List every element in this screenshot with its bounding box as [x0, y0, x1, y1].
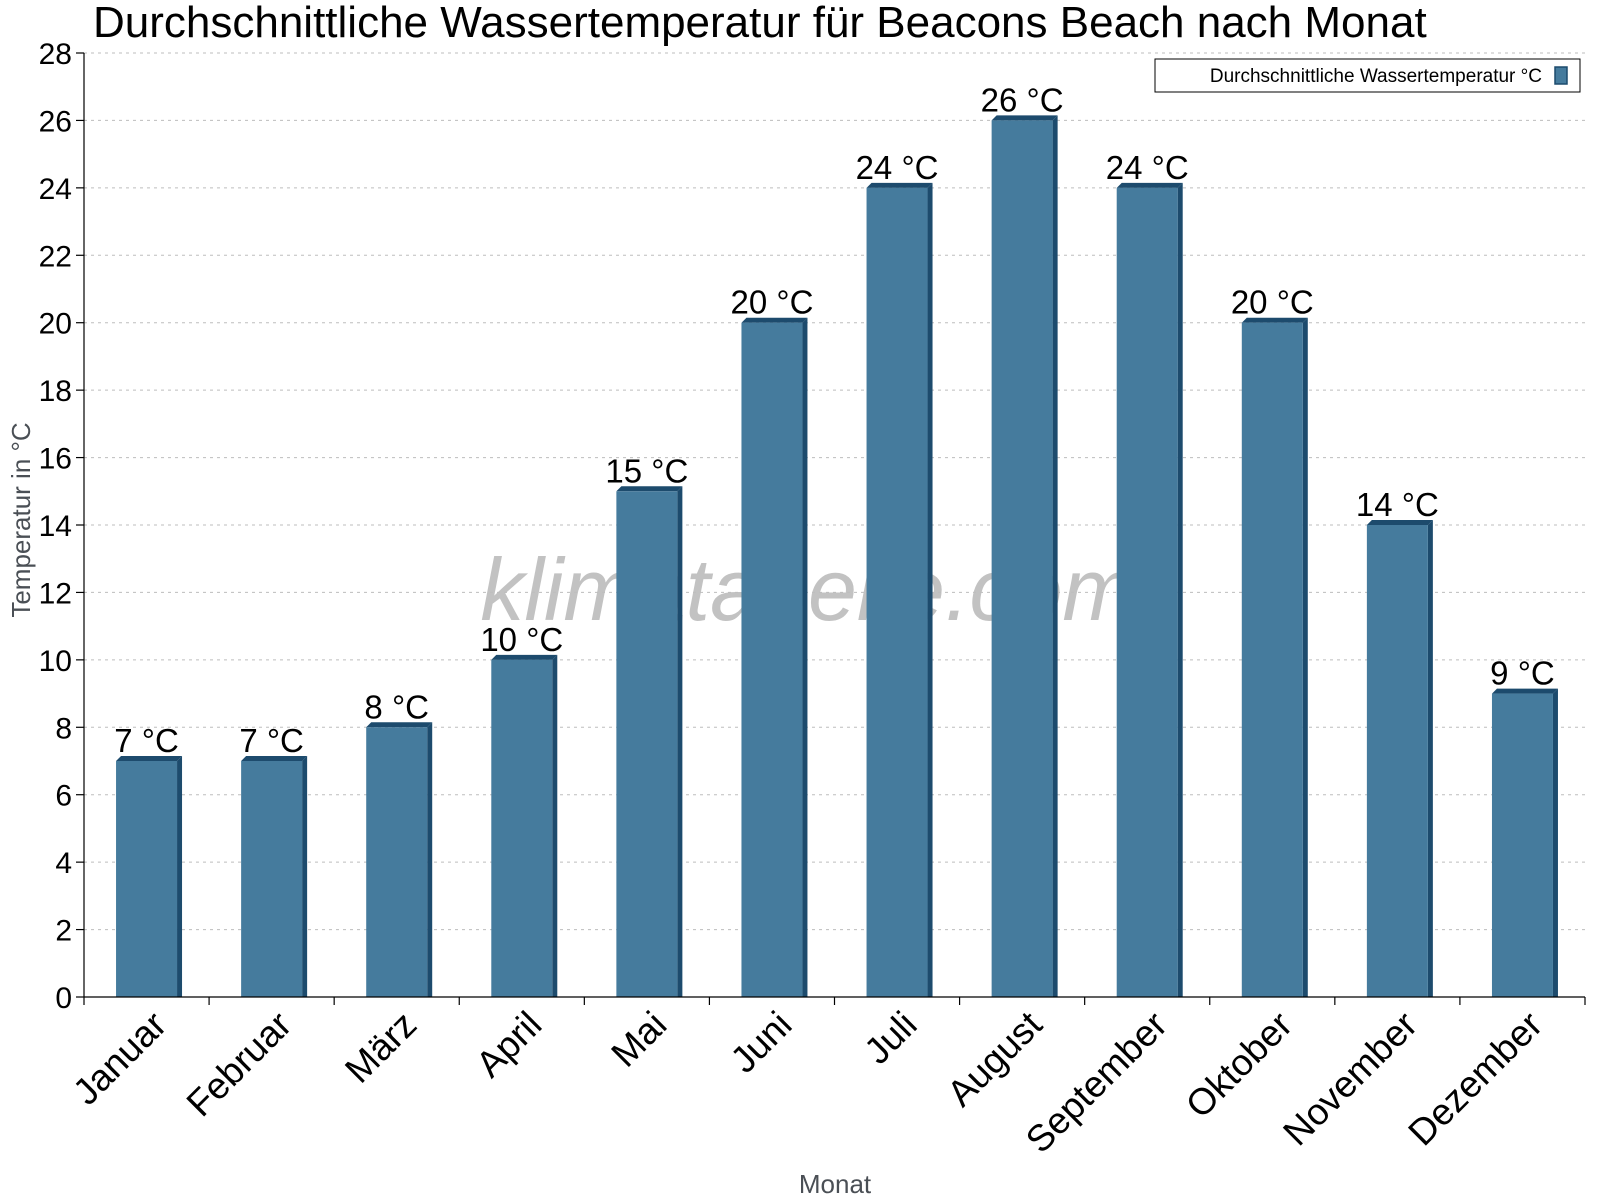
x-tick-label: April [468, 1004, 549, 1085]
y-tick-label: 4 [55, 847, 72, 880]
bars [116, 115, 1558, 997]
bar-oktober [1241, 317, 1308, 997]
bar-side [302, 756, 308, 997]
bar-top [741, 317, 808, 323]
bar-face [1116, 187, 1178, 997]
data-labels: 7 °C 7 °C 8 °C 10 °C 15 °C 20 °C 24 °C 26 °C 24 … [114, 81, 1554, 759]
bar-top [616, 486, 683, 492]
chart-title: Durchschnittliche Wassertemperatur für B… [93, 0, 1427, 47]
legend-swatch [1554, 66, 1568, 85]
x-axis-label: Monat [799, 1169, 872, 1199]
bar-face [491, 659, 553, 997]
x-tick-label: Oktober [1178, 1004, 1300, 1126]
bar-side [1302, 317, 1308, 997]
y-tick-label: 20 [39, 308, 72, 341]
bar-side [1177, 182, 1183, 997]
bar-face [1491, 693, 1553, 997]
bar-face [1366, 525, 1428, 997]
legend-box [1154, 58, 1581, 93]
data-label: 20 °C [731, 284, 814, 321]
data-label: 8 °C [364, 688, 429, 725]
data-label: 7 °C [239, 722, 304, 759]
y-tick-label: 0 [55, 982, 72, 1015]
data-label: 7 °C [114, 722, 179, 759]
x-tick-label: November [1275, 1004, 1425, 1154]
y-tick-label: 18 [39, 375, 72, 408]
bar-top [116, 756, 183, 761]
y-tick-label: 16 [39, 443, 72, 476]
bar-märz [366, 722, 433, 997]
bar-september [1116, 182, 1183, 997]
bar-april [491, 654, 558, 997]
grid-lines [84, 52, 1585, 931]
bar-face [866, 187, 928, 997]
bar-juni [741, 317, 808, 997]
bar-januar [116, 756, 183, 997]
bar-side [677, 486, 683, 997]
bar-top [1491, 688, 1558, 694]
bar-februar [241, 756, 308, 997]
y-tick-label: 24 [39, 173, 72, 206]
bar-side [1427, 520, 1433, 997]
bar-top [241, 756, 308, 761]
bar-face [741, 322, 803, 997]
y-axis-label: Temperatur in °C [6, 422, 36, 617]
bar-top [366, 722, 433, 728]
bar-top [1366, 520, 1433, 525]
data-label: 26 °C [981, 81, 1064, 118]
y-tick-label: 10 [39, 645, 72, 678]
data-label: 24 °C [856, 149, 939, 186]
x-tick-label: Dezember [1400, 1004, 1550, 1154]
data-label: 10 °C [480, 621, 563, 658]
legend-label: Durchschnittliche Wassertemperatur °C [1210, 66, 1542, 87]
bar-side [802, 317, 808, 997]
legend: Durchschnittliche Wassertemperatur °C [1154, 58, 1581, 93]
bar-dezember [1491, 688, 1558, 997]
bar-side [552, 654, 558, 997]
data-label: 9 °C [1490, 655, 1555, 692]
data-label: 24 °C [1106, 149, 1189, 186]
bar-face [366, 727, 428, 997]
bar-top [991, 115, 1058, 121]
x-tick-label: Februar [179, 1004, 300, 1125]
y-tick-label: 8 [55, 712, 72, 745]
x-tick-label: Juli [856, 1004, 924, 1072]
bar-face [616, 491, 678, 997]
data-label: 15 °C [605, 452, 688, 489]
bar-side [427, 722, 433, 997]
bar-face [241, 761, 303, 997]
y-tick-label: 6 [55, 780, 72, 813]
bar-juli [866, 182, 933, 997]
x-tick-label: Mai [603, 1004, 674, 1075]
bar-side [177, 756, 183, 997]
y-tick-label: 14 [39, 510, 72, 543]
y-tick-label: 22 [39, 240, 72, 273]
bar-august [991, 115, 1058, 997]
x-axis-ticks: Januar Februar März April Mai Juni Juli AugustS… [65, 997, 1586, 1161]
bar-mai [616, 486, 683, 997]
bar-face [991, 120, 1053, 997]
y-tick-label: 2 [55, 915, 72, 948]
y-tick-label: 12 [39, 577, 72, 610]
bar-face [1241, 322, 1303, 997]
bar-top [1116, 182, 1183, 188]
bar-side [1052, 115, 1058, 997]
bar-side [1552, 688, 1558, 997]
x-tick-label: Juni [723, 1004, 800, 1081]
y-tick-label: 28 [39, 38, 72, 71]
x-tick-label: März [337, 1004, 424, 1091]
y-tick-label: 26 [39, 105, 72, 138]
bar-face [116, 761, 178, 997]
bar-top [866, 182, 933, 188]
x-tick-label: Januar [65, 1004, 174, 1113]
x-tick-label: August [939, 1003, 1050, 1114]
bar-side [927, 182, 933, 997]
bar-top [491, 654, 558, 660]
data-label: 14 °C [1356, 486, 1439, 523]
data-label: 20 °C [1231, 284, 1314, 321]
bar-top [1241, 317, 1308, 323]
bar-november [1366, 520, 1433, 997]
